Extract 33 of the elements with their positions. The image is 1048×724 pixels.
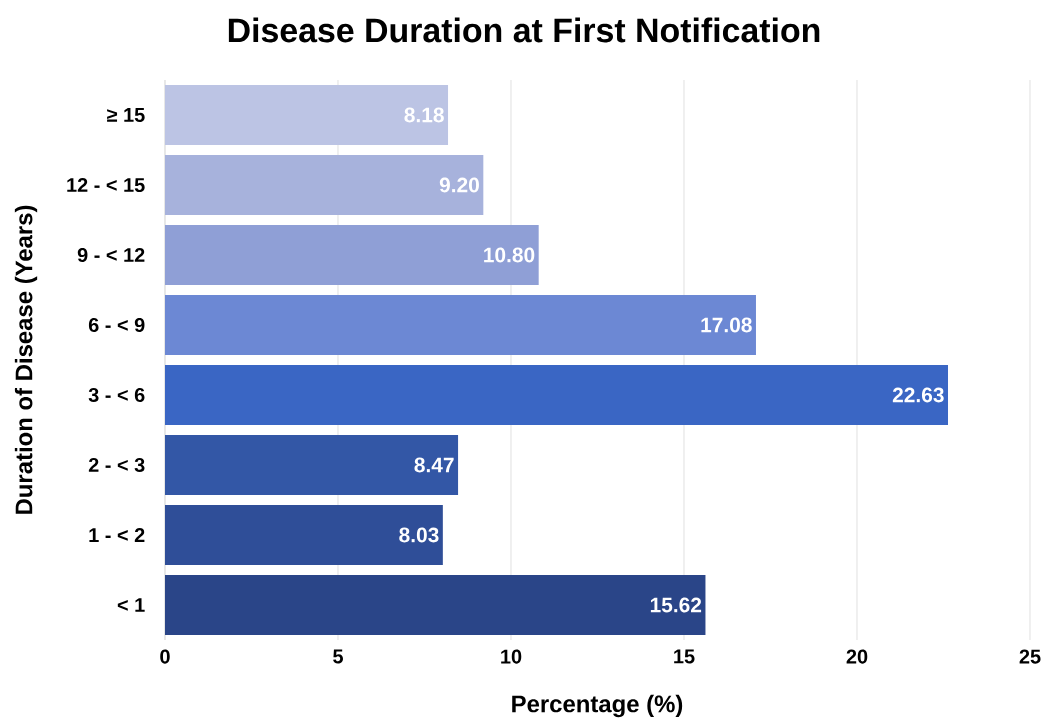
bar (165, 225, 539, 285)
y-tick-label: 12 - < 15 (67, 177, 145, 193)
data-label: 17.08 (701, 317, 752, 333)
x-tick-label: 25 (1019, 649, 1041, 664)
data-label: 10.80 (484, 247, 535, 263)
data-label: 9.20 (439, 177, 479, 193)
x-axis-title: Percentage (%) (512, 694, 683, 718)
y-tick-label: < 1 (117, 598, 145, 612)
bar (165, 505, 443, 566)
x-tick-label: 15 (674, 649, 695, 664)
x-tick-label: 20 (846, 649, 868, 664)
bar (165, 365, 948, 425)
y-axis-title: Duration of Disease (Years) (14, 205, 38, 514)
data-label: 8.47 (414, 457, 454, 473)
y-tick-label: 2 - < 3 (88, 457, 145, 473)
y-tick-label: 6 - < 9 (88, 317, 145, 333)
bar (165, 85, 449, 145)
bar (165, 295, 756, 355)
data-label: 8.03 (399, 527, 439, 543)
bar (165, 155, 484, 215)
bar (165, 435, 459, 495)
y-tick-label: ≥ 15 (107, 108, 145, 122)
data-label: 8.18 (404, 107, 444, 123)
x-tick-label: 5 (333, 649, 343, 664)
data-label: 22.63 (892, 387, 944, 403)
data-label: 15.62 (650, 597, 702, 613)
y-tick-label: 9 - < 12 (77, 247, 145, 263)
bar (165, 575, 706, 636)
chart-title: Disease Duration at First Notification (228, 17, 820, 43)
x-tick-label: 10 (501, 649, 522, 664)
y-tick-label: 1 - < 2 (89, 528, 145, 542)
y-tick-label: 3 - < 6 (88, 387, 145, 403)
x-tick-label: 0 (160, 649, 170, 664)
